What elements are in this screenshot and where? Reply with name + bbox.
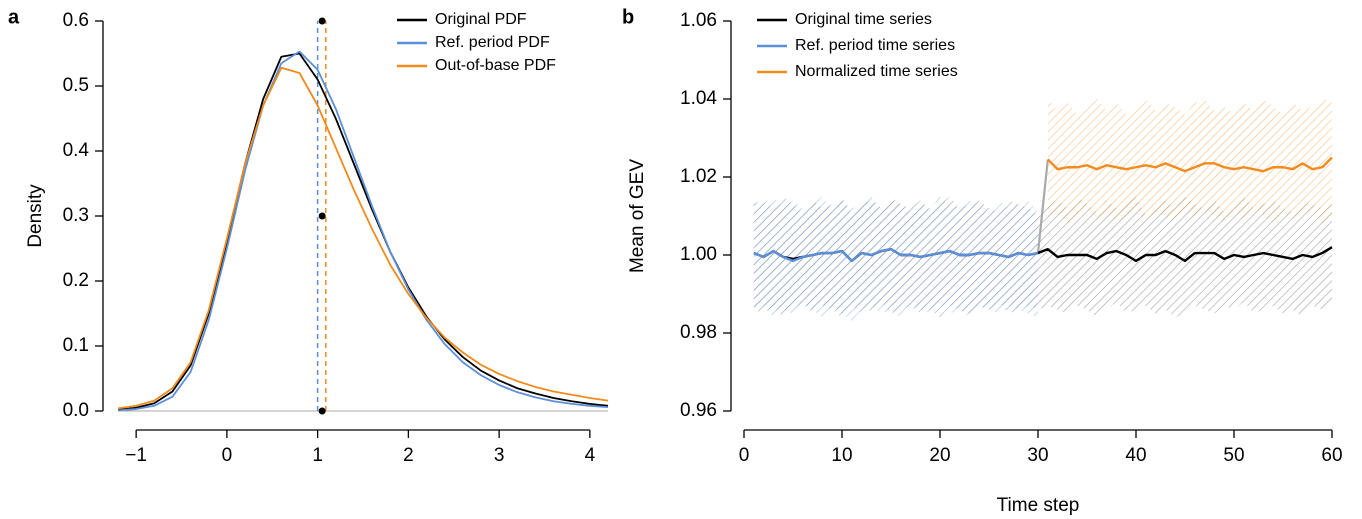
y-axis-label: Mean of GEV	[627, 159, 648, 273]
y-tick-label: 0.4	[63, 140, 90, 161]
x-tick-label: 4	[585, 445, 596, 466]
x-tick-label: 0	[739, 445, 750, 466]
y-tick-label: 0.6	[63, 10, 89, 31]
panel-letter: b	[622, 6, 634, 28]
x-tick-label: 0	[222, 445, 233, 466]
band	[753, 196, 1038, 322]
connector	[1036, 159, 1049, 254]
legend-label: Ref. period PDF	[435, 34, 550, 51]
marker	[318, 17, 326, 25]
legend-label: Original time series	[795, 11, 932, 28]
series-line	[117, 66, 609, 410]
x-tick-label: 10	[831, 445, 852, 466]
y-axis-label: Density	[25, 184, 46, 248]
y-tick-label: 1.06	[680, 10, 717, 31]
x-axis-label: Time step	[997, 495, 1080, 516]
y-tick-label: 0.1	[63, 335, 89, 356]
legend-label: Out-of-base PDF	[435, 57, 556, 74]
legend-label: Original PDF	[435, 11, 527, 28]
series-line	[753, 247, 1039, 263]
y-tick-label: 1.00	[680, 244, 717, 265]
series-line	[117, 52, 609, 411]
marker	[318, 212, 326, 220]
band	[1047, 99, 1332, 224]
panel-letter: a	[8, 6, 20, 28]
x-tick-label: 3	[494, 445, 505, 466]
x-tick-label: 60	[1321, 445, 1342, 466]
x-tick-label: 40	[1125, 445, 1146, 466]
y-tick-label: 0.96	[680, 400, 717, 421]
y-tick-label: 0.98	[680, 322, 717, 343]
y-tick-label: 0.2	[63, 270, 89, 291]
x-tick-label: −1	[125, 445, 147, 466]
legend-label: Normalized time series	[795, 63, 958, 80]
x-tick-label: 20	[929, 445, 950, 466]
y-tick-label: 1.04	[680, 88, 717, 109]
x-tick-label: 2	[403, 445, 414, 466]
x-tick-label: 1	[312, 445, 323, 466]
y-tick-label: 0.5	[63, 75, 89, 96]
y-tick-label: 0.0	[63, 400, 89, 421]
x-tick-label: 30	[1027, 445, 1048, 466]
legend-label: Ref. period time series	[795, 37, 955, 54]
x-tick-label: 50	[1223, 445, 1244, 466]
y-tick-label: 1.02	[680, 166, 717, 187]
series-line	[117, 50, 609, 412]
y-tick-label: 0.3	[63, 205, 89, 226]
marker	[318, 407, 326, 415]
series-line	[1046, 156, 1333, 173]
